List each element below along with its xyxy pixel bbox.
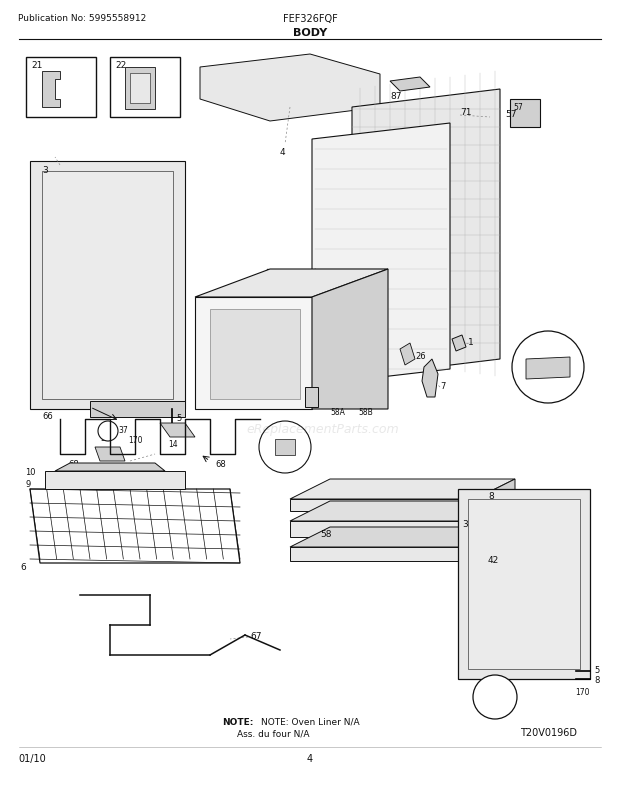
Circle shape (259, 422, 311, 473)
Text: 41: 41 (290, 391, 301, 400)
Text: NOTE: Oven Liner N/A: NOTE: Oven Liner N/A (260, 717, 360, 726)
Polygon shape (312, 124, 450, 386)
Text: 3: 3 (462, 520, 467, 529)
Polygon shape (90, 402, 185, 418)
Text: 29: 29 (278, 457, 288, 467)
Polygon shape (290, 528, 515, 547)
Text: 15: 15 (97, 464, 107, 472)
Text: 3: 3 (42, 166, 48, 175)
Polygon shape (95, 448, 125, 461)
Text: 5: 5 (594, 665, 600, 674)
Polygon shape (200, 55, 380, 122)
Text: 5: 5 (176, 414, 181, 423)
Text: 58B: 58B (358, 407, 373, 416)
Text: 37: 37 (118, 426, 128, 435)
Text: 8: 8 (488, 492, 494, 500)
Polygon shape (110, 58, 180, 118)
Text: 5A: 5A (485, 699, 496, 708)
Text: 21: 21 (31, 61, 42, 70)
Text: 42: 42 (488, 555, 499, 565)
Text: 22: 22 (115, 61, 126, 70)
Text: NOTE:: NOTE: (222, 717, 254, 726)
Text: 67: 67 (250, 631, 262, 640)
Text: 68: 68 (215, 460, 226, 468)
Text: Publication No: 5995558912: Publication No: 5995558912 (18, 14, 146, 23)
Polygon shape (305, 387, 318, 407)
Polygon shape (310, 269, 322, 293)
Text: 1: 1 (468, 338, 474, 346)
Circle shape (512, 331, 584, 403)
Text: 57: 57 (513, 103, 523, 111)
Text: 4: 4 (280, 148, 286, 157)
Text: 6: 6 (20, 562, 26, 571)
Text: FEF326FQF: FEF326FQF (283, 14, 337, 24)
Polygon shape (290, 501, 515, 521)
Text: T20V0196D: T20V0196D (520, 727, 577, 737)
Text: 14: 14 (168, 439, 177, 448)
Polygon shape (160, 423, 195, 437)
Text: 62: 62 (530, 346, 541, 354)
Text: 58A: 58A (330, 407, 345, 416)
Text: 58: 58 (320, 529, 332, 538)
Text: 5A: 5A (100, 433, 110, 443)
Text: 71: 71 (460, 107, 471, 117)
Polygon shape (452, 335, 466, 351)
Text: 170: 170 (575, 687, 590, 696)
Text: 68: 68 (68, 460, 79, 468)
Polygon shape (260, 269, 275, 320)
Polygon shape (400, 343, 415, 366)
Polygon shape (55, 464, 165, 472)
Text: eReplacementParts.com: eReplacementParts.com (246, 423, 399, 435)
Polygon shape (195, 269, 388, 298)
Text: 4: 4 (307, 753, 313, 763)
Polygon shape (125, 68, 155, 110)
Polygon shape (475, 480, 515, 512)
Text: Ass. du four N/A: Ass. du four N/A (237, 729, 309, 738)
Polygon shape (45, 472, 185, 489)
Polygon shape (422, 359, 438, 398)
Polygon shape (26, 58, 96, 118)
Circle shape (98, 422, 118, 441)
Text: 87: 87 (390, 92, 402, 101)
Text: 26: 26 (415, 351, 425, 361)
Polygon shape (130, 74, 150, 104)
Polygon shape (42, 172, 173, 399)
Polygon shape (195, 298, 312, 410)
Text: 01/10: 01/10 (18, 753, 46, 763)
Polygon shape (290, 500, 475, 512)
Text: 8: 8 (594, 675, 600, 684)
Text: 170: 170 (128, 435, 143, 444)
Polygon shape (290, 547, 475, 561)
Polygon shape (475, 501, 515, 537)
Text: BODY: BODY (293, 28, 327, 38)
Polygon shape (390, 78, 430, 92)
Polygon shape (275, 439, 295, 456)
Polygon shape (290, 521, 475, 537)
Polygon shape (475, 528, 515, 561)
Polygon shape (458, 489, 590, 679)
Text: 9: 9 (25, 480, 30, 488)
Polygon shape (290, 480, 515, 500)
Text: 7A: 7A (280, 300, 291, 309)
Text: 7: 7 (440, 382, 445, 391)
Polygon shape (526, 358, 570, 379)
Text: 57: 57 (505, 110, 516, 119)
Text: 63: 63 (526, 382, 536, 391)
Text: 58: 58 (326, 282, 337, 290)
Text: 66: 66 (42, 411, 53, 420)
Polygon shape (210, 310, 300, 399)
Polygon shape (510, 100, 540, 128)
Polygon shape (30, 162, 185, 410)
Polygon shape (312, 269, 388, 410)
Text: 10: 10 (25, 468, 35, 476)
Polygon shape (42, 72, 60, 107)
Polygon shape (352, 90, 500, 378)
Circle shape (473, 675, 517, 719)
Polygon shape (468, 500, 580, 669)
